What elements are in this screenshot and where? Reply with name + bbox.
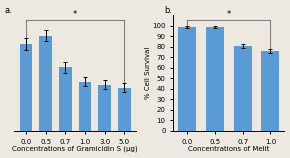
- Bar: [234, 46, 252, 131]
- X-axis label: Concentrations of Melit: Concentrations of Melit: [188, 146, 269, 152]
- Text: *: *: [73, 10, 77, 19]
- Text: b.: b.: [164, 6, 172, 15]
- Bar: [59, 67, 72, 158]
- Bar: [79, 82, 92, 158]
- Y-axis label: % Cell Survival: % Cell Survival: [145, 47, 151, 99]
- Bar: [39, 36, 52, 158]
- Bar: [118, 88, 131, 158]
- X-axis label: Concentrations of Gramicidin S (μg): Concentrations of Gramicidin S (μg): [12, 146, 138, 152]
- Text: *: *: [227, 10, 231, 19]
- Bar: [178, 27, 196, 131]
- Bar: [206, 27, 224, 131]
- Bar: [261, 51, 279, 131]
- Bar: [20, 44, 32, 158]
- Bar: [98, 85, 111, 158]
- Text: a.: a.: [4, 6, 12, 15]
